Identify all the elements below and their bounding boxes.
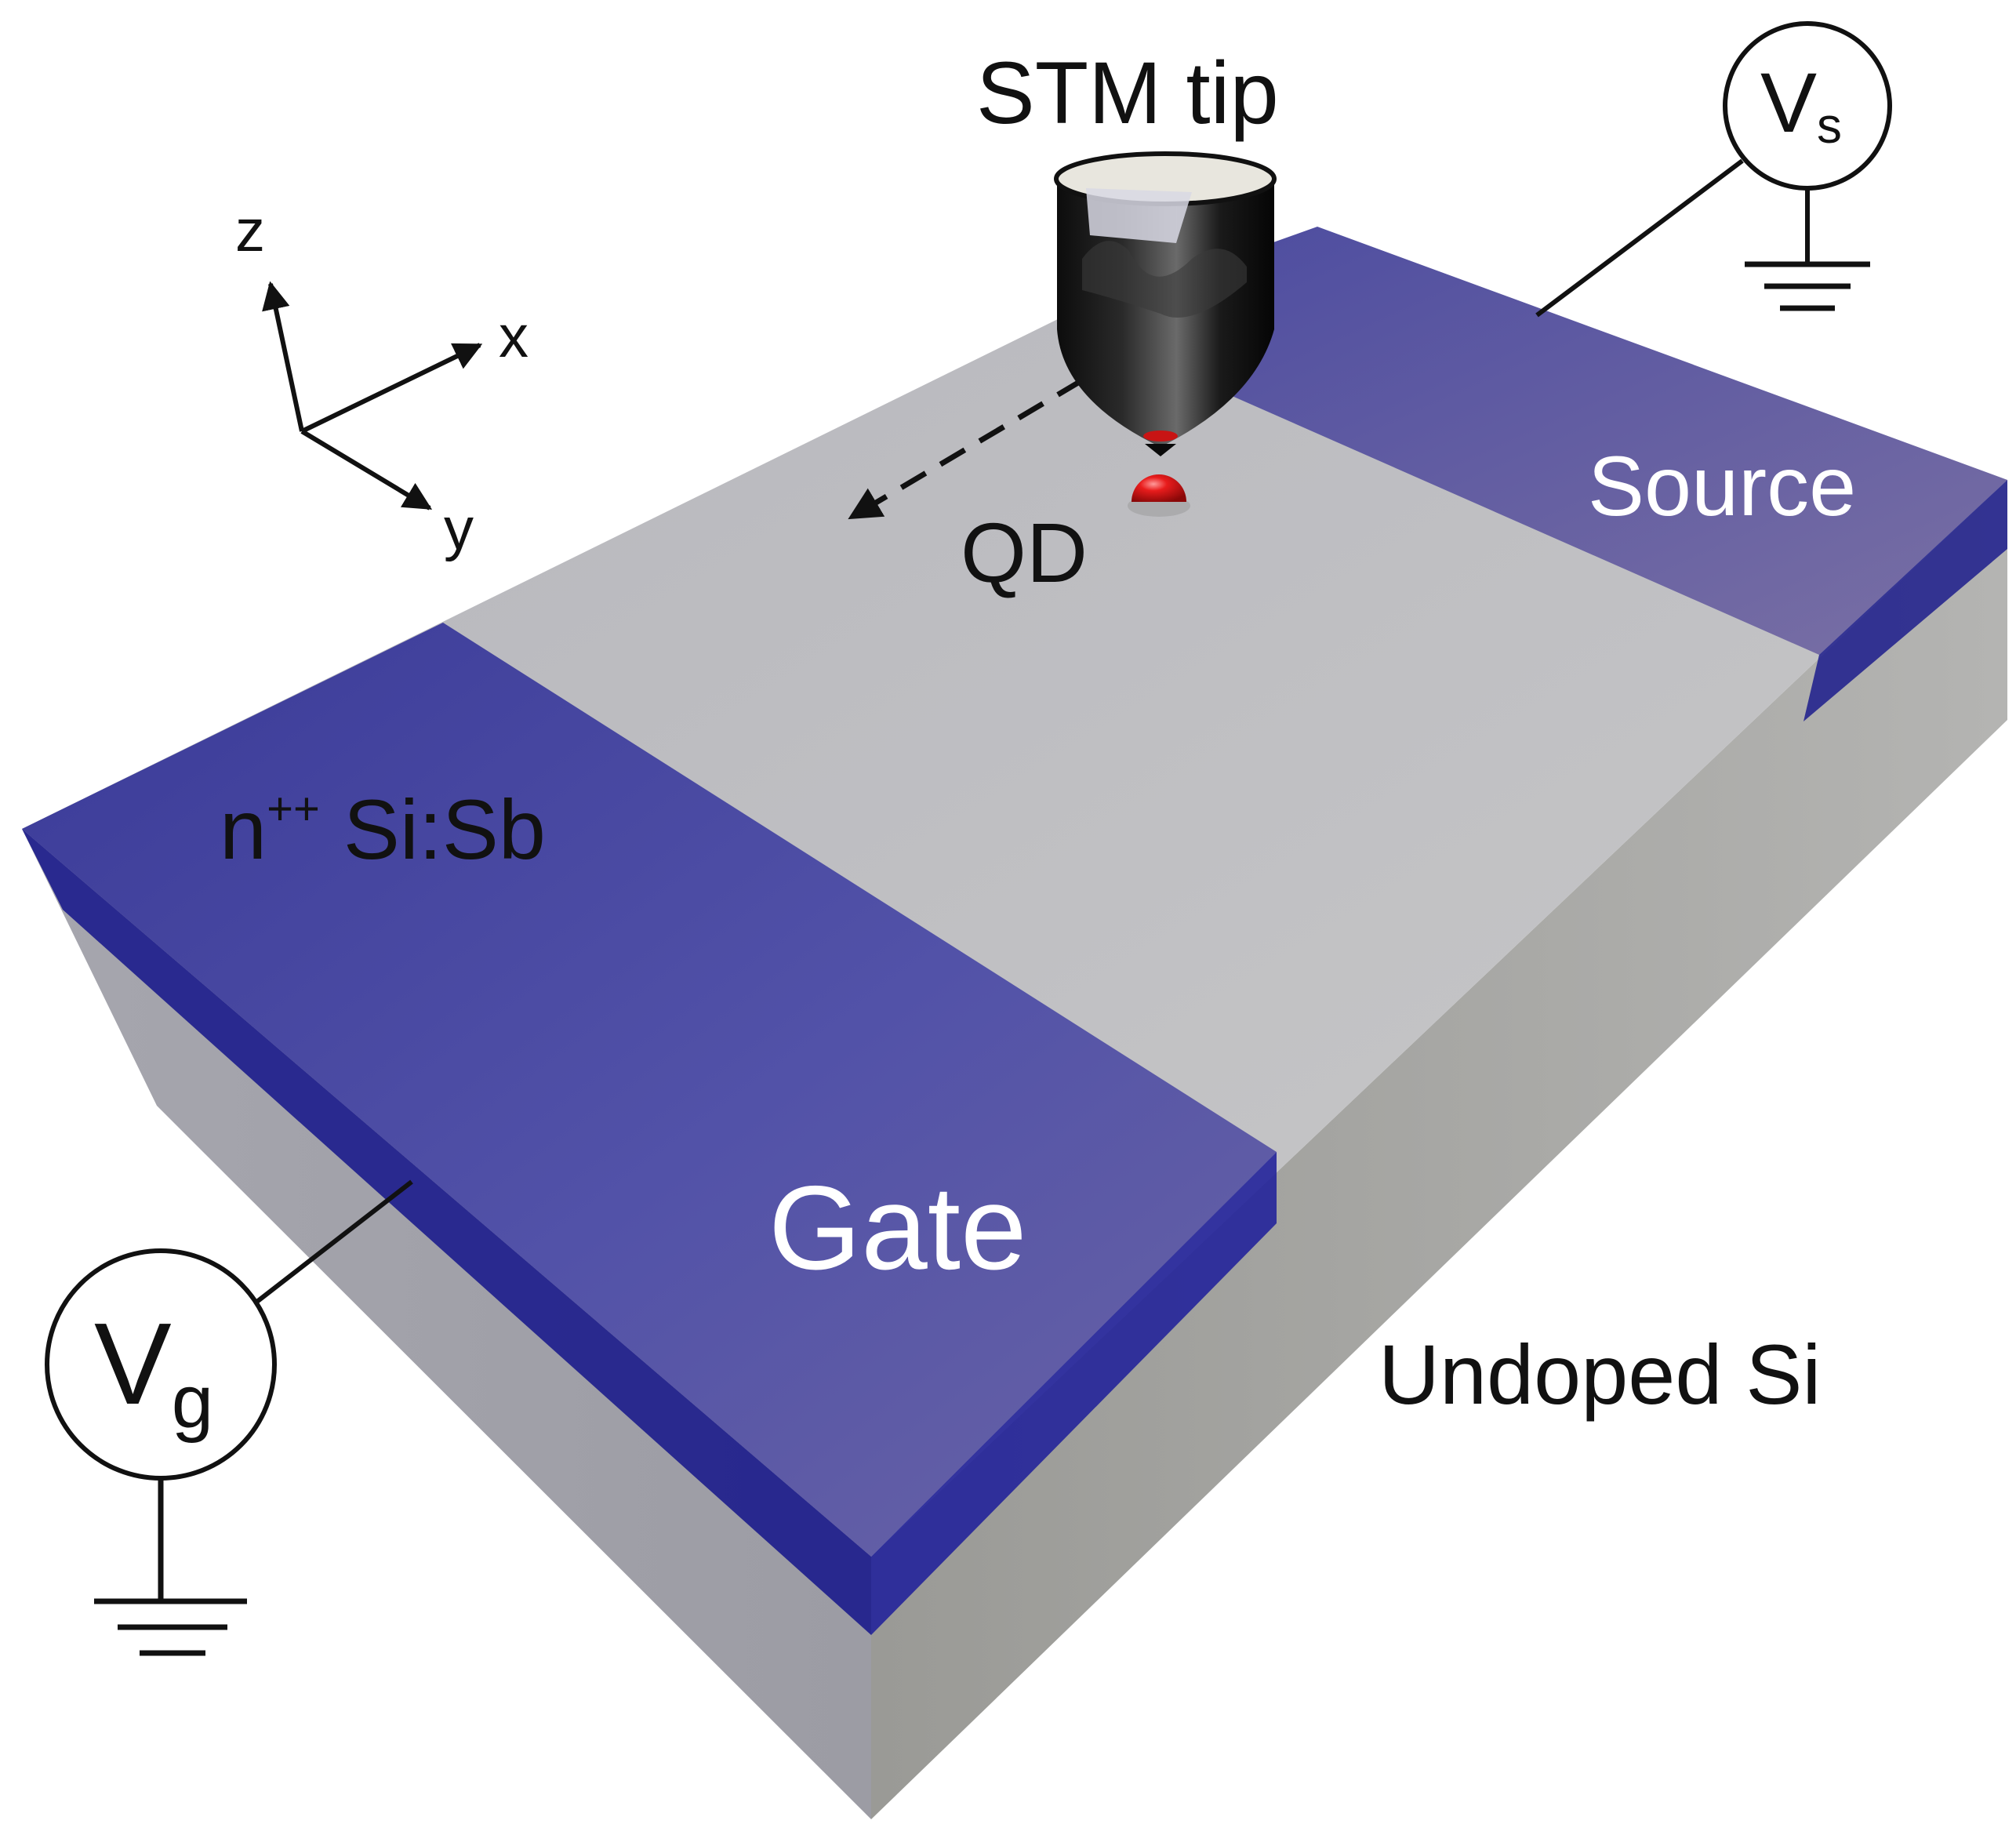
gate-region-front-edge [22,829,871,1635]
y-axis-arrow [300,429,433,511]
quantum-dot [1132,474,1186,502]
doping-label: n++ Si:Sb [220,782,546,877]
x-axis-arrow [300,343,483,434]
z-axis-label: z [235,198,265,264]
source-voltage-meter: Vs [1535,21,1892,318]
source-wire [1535,158,1744,318]
gate-wire [253,1179,413,1306]
source-region-top [1058,227,2007,655]
source-region-edge [1804,480,2007,721]
gate-voltage-meter: Vg [45,1179,413,1656]
z-axis-arrow [262,281,304,432]
gate-region-right-edge [871,1152,1277,1635]
substrate-right-face [871,480,2007,1819]
x-axis-label: x [499,303,529,370]
stm-tip-label: STM tip [976,44,1279,142]
gate-label: Gate [768,1161,1027,1295]
source-meter-label: Vs [1760,55,1842,154]
gate-region-top [22,623,1277,1557]
undoped-si-label: Undoped Si [1379,1327,1821,1422]
stm-tip [1054,151,1277,456]
source-ground-icon [1745,261,1870,311]
coordinate-axes: z x y [235,198,529,562]
y-axis-label: y [444,496,474,562]
qd-label: QD [961,505,1088,600]
gate-ground-icon [94,1598,247,1656]
source-label: Source [1588,438,1856,533]
gate-meter-label: Vg [94,1299,213,1444]
substrate-front-face [22,829,871,1819]
tip-apex-reflection [1143,431,1178,441]
